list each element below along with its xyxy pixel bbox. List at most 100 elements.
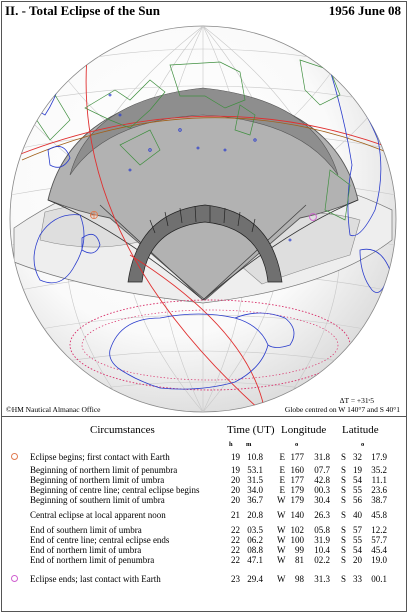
eclipse-date: 1956 June 08 [328, 3, 401, 18]
table-row: Beginning of southern limit of umbra 20 36… [0, 495, 409, 506]
cell-lat-min: 12.2 [371, 525, 387, 535]
unit-latitude-degrees: o [361, 441, 365, 448]
header-longitude: Longitude [281, 424, 327, 436]
ecliptic-red-arc-2 [85, 29, 261, 411]
cell-lon-min: 42.8 [314, 475, 330, 485]
cell-lon-min: 07.7 [314, 465, 330, 475]
last-contact-marker [309, 213, 317, 221]
cell-m: 08.8 [247, 545, 263, 555]
table-divider [2, 416, 407, 417]
cell-lat-dir: S [340, 574, 346, 584]
cell-lat-dir: S [340, 485, 346, 495]
orange-arc [21, 117, 395, 161]
cell-lon-dir: W [277, 574, 286, 584]
cell-h: 20 [231, 485, 240, 495]
cell-lat-min: 23.6 [371, 485, 387, 495]
cell-lon-deg: 140 [290, 510, 305, 520]
cell-lon-min: 31.3 [314, 574, 330, 584]
table-row: End of northern limit of penumbra 22 47.1 W… [0, 555, 409, 566]
header-circumstances: Circumstances [90, 424, 155, 436]
cell-m: 10.8 [247, 452, 263, 462]
cell-lon-deg: 81 [295, 555, 304, 565]
cell-lat-deg: 57 [353, 525, 362, 535]
cell-lat-dir: S [340, 475, 346, 485]
unit-hours: h [229, 441, 233, 448]
cell-lat-deg: 20 [353, 555, 362, 565]
cell-lon-dir: W [277, 495, 286, 505]
cell-lat-min: 00.1 [371, 574, 387, 584]
unit-minutes: m [246, 441, 252, 448]
cell-h: 23 [231, 574, 240, 584]
cell-h: 22 [231, 535, 240, 545]
cell-lon-deg: 179 [290, 485, 305, 495]
cell-lon-min: 05.8 [314, 525, 330, 535]
cell-lat-min: 45.4 [371, 545, 387, 555]
cell-h: 20 [231, 475, 240, 485]
cell-lat-min: 17.9 [371, 452, 387, 462]
cell-lon-min: 10.4 [314, 545, 330, 555]
page-title: II. - Total Eclipse of the Sun [5, 3, 160, 18]
cell-lat-dir: S [340, 535, 346, 545]
table-row: Central eclipse at local apparent noon 21… [0, 510, 409, 521]
cell-lon-deg: 177 [290, 452, 305, 462]
cell-lat-dir: S [340, 555, 346, 565]
cell-lon-deg: 100 [290, 535, 305, 545]
table-row: Beginning of northern limit of penumbra 1… [0, 465, 409, 476]
totality-path-ticks [149, 205, 256, 234]
cell-m: 20.8 [247, 510, 263, 520]
cell-lon-dir: W [277, 510, 286, 520]
cell-h: 19 [231, 465, 240, 475]
cell-h: 21 [231, 510, 240, 520]
cell-lon-deg: 177 [290, 475, 305, 485]
cell-m: 31.5 [247, 475, 263, 485]
penumbra-southern-limit-dotted-inner [81, 309, 339, 381]
cell-lat-min: 38.7 [371, 495, 387, 505]
cell-lat-deg: 40 [353, 510, 362, 520]
cell-lat-deg: 32 [353, 452, 362, 462]
table-row: End of centre line; central eclipse ends… [0, 535, 409, 546]
cell-lat-deg: 19 [353, 465, 362, 475]
row-label: End of southern limit of umbra [30, 525, 142, 535]
cell-m: 03.5 [247, 525, 263, 535]
row-label: Beginning of centre line; central eclips… [30, 485, 200, 495]
row-label: End of centre line; central eclipse ends [30, 535, 170, 545]
cell-lat-dir: S [340, 510, 346, 520]
cell-lon-deg: 98 [295, 574, 304, 584]
cell-lon-dir: E [279, 452, 286, 462]
row-label: Beginning of northern limit of penumbra [30, 465, 178, 475]
cell-lon-deg: 160 [290, 465, 305, 475]
cell-lat-min: 35.2 [371, 465, 387, 475]
dome-side-curves [47, 199, 359, 301]
cell-m: 36.7 [247, 495, 263, 505]
table-row: Eclipse ends; last contact with Earth 23 2… [0, 574, 409, 585]
row-label: Eclipse begins; first contact with Earth [30, 452, 170, 462]
cell-lon-min: 00.3 [314, 485, 330, 495]
cell-lon-dir: W [277, 525, 286, 535]
header-time: Time (UT) [227, 424, 275, 436]
totality-path-band [127, 204, 283, 283]
last-contact-icon [11, 575, 18, 582]
cell-lon-min: 02.2 [314, 555, 330, 565]
cell-lat-deg: 54 [353, 475, 362, 485]
cell-m: 29.4 [247, 574, 263, 584]
cell-lon-min: 31.9 [314, 535, 330, 545]
cell-lat-dir: S [340, 545, 346, 555]
cell-lat-dir: S [340, 525, 346, 535]
cell-lat-dir: S [340, 495, 346, 505]
row-label: Beginning of southern limit of umbra [30, 495, 165, 505]
cell-lat-deg: 56 [353, 495, 362, 505]
cell-lat-deg: 55 [353, 535, 362, 545]
cell-lon-deg: 179 [290, 495, 305, 505]
cell-h: 22 [231, 545, 240, 555]
cell-h: 22 [231, 555, 240, 565]
table-row: Beginning of northern limit of umbra 20 31… [0, 475, 409, 486]
cell-lat-dir: S [340, 452, 346, 462]
cell-m: 47.1 [247, 555, 263, 565]
row-label: Beginning of northern limit of umbra [30, 475, 165, 485]
coastlines [29, 29, 391, 390]
cell-lat-dir: S [340, 465, 346, 475]
cell-lon-deg: 99 [295, 545, 304, 555]
row-label: Central eclipse at local apparent noon [30, 510, 166, 520]
first-contact-marker [89, 210, 99, 220]
